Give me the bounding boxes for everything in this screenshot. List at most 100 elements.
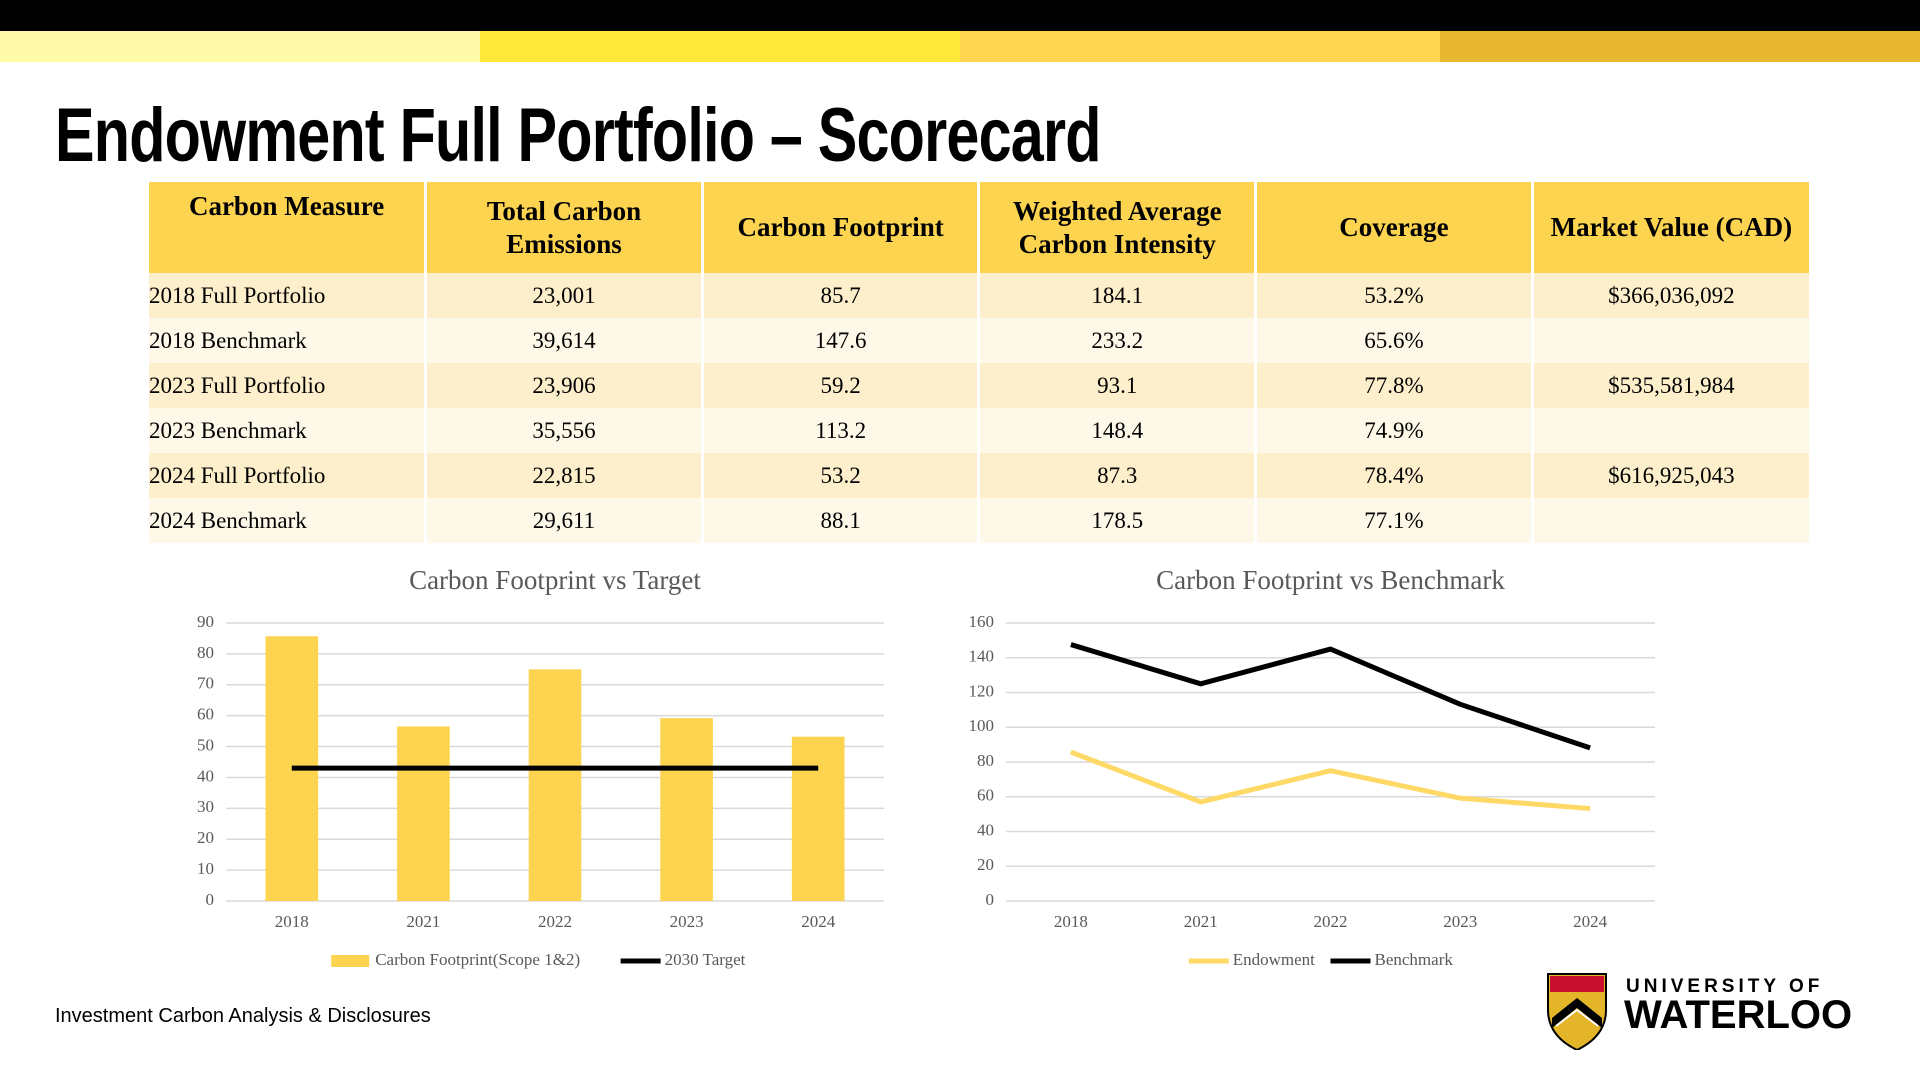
column-header: Carbon Footprint — [700, 182, 979, 273]
y-tick-label: 30 — [197, 797, 214, 816]
table-cell: $366,036,092 — [1530, 273, 1809, 318]
table-row: 2023 Benchmark 35,556 113.2 148.4 74.9% — [149, 408, 1809, 453]
x-tick-label: 2023 — [670, 912, 704, 931]
row-label: 2018 Benchmark — [149, 318, 426, 363]
table-cell: 87.3 — [977, 453, 1256, 498]
y-tick-label: 40 — [977, 820, 994, 839]
x-tick-label: 2024 — [801, 912, 836, 931]
y-tick-label: 120 — [969, 681, 995, 700]
table-cell: 113.2 — [700, 408, 979, 453]
table-cell: 77.8% — [1254, 363, 1533, 408]
x-tick-label: 2021 — [1184, 912, 1218, 931]
bar — [397, 726, 450, 901]
chart-title: Carbon Footprint vs Target — [409, 565, 701, 595]
x-tick-label: 2022 — [1314, 912, 1348, 931]
x-tick-label: 2018 — [1054, 912, 1088, 931]
row-label: 2018 Full Portfolio — [149, 273, 426, 318]
series-line — [1070, 749, 1591, 812]
top-bar — [0, 0, 1920, 31]
logo-shield — [1547, 973, 1607, 1050]
stripe-segment — [480, 31, 960, 62]
bar — [660, 718, 713, 901]
logo: UNIVERSITY OF WATERLOO — [1547, 973, 1852, 1050]
stripe-segment — [960, 31, 1440, 62]
table-cell: 23,906 — [424, 363, 703, 408]
table-cell: 178.5 — [977, 498, 1256, 543]
empty-cell — [1530, 318, 1809, 363]
y-tick-label: 0 — [986, 890, 995, 909]
row-label: 2023 Benchmark — [149, 408, 426, 453]
table-cell: 233.2 — [977, 318, 1256, 363]
table-cell: 148.4 — [977, 408, 1256, 453]
table-cell: $535,581,984 — [1530, 363, 1809, 408]
table-cell: 59.2 — [700, 363, 979, 408]
table-cell: $616,925,043 — [1530, 453, 1809, 498]
x-tick-label: 2021 — [406, 912, 440, 931]
y-tick-label: 80 — [977, 751, 994, 770]
table-cell: 29,611 — [424, 498, 703, 543]
column-header: Market Value (CAD) — [1530, 182, 1809, 273]
y-tick-label: 60 — [977, 786, 994, 805]
scorecard-table: Carbon Measure Total Carbon Emissions Carb… — [149, 182, 1809, 543]
column-header: Carbon Measure — [149, 182, 426, 273]
table-row: 2024 Benchmark 29,611 88.1 178.5 77.1% — [149, 498, 1809, 543]
chart-title: Carbon Footprint vs Benchmark — [1156, 565, 1505, 595]
footer-text: Investment Carbon Analysis & Disclosures — [55, 1005, 431, 1027]
table-row: 2018 Benchmark 39,614 147.6 233.2 65.6% — [149, 318, 1809, 363]
table-row: 2018 Full Portfolio 23,001 85.7 184.1 53.2% $… — [149, 273, 1809, 318]
y-tick-label: 160 — [969, 612, 995, 631]
logo-chevron — [1552, 998, 1602, 1028]
table-row: 2024 Full Portfolio 22,815 53.2 87.3 78.4% $6… — [149, 453, 1809, 498]
legend-label: Endowment — [1233, 950, 1315, 969]
row-label: 2024 Benchmark — [149, 498, 426, 543]
x-tick-label: 2023 — [1443, 912, 1477, 931]
slide-title: Endowment Full Portfolio – Scorecard — [55, 93, 1101, 178]
table-cell: 147.6 — [700, 318, 979, 363]
y-tick-label: 10 — [197, 859, 214, 878]
logo-line2: WATERLOO — [1624, 993, 1852, 1037]
table-cell: 53.2% — [1254, 273, 1533, 318]
series-line — [1070, 642, 1591, 751]
x-tick-label: 2022 — [538, 912, 572, 931]
y-tick-label: 100 — [969, 716, 995, 735]
y-tick-label: 60 — [197, 705, 214, 724]
x-tick-label: 2018 — [275, 912, 309, 931]
header-row: Carbon Measure Total Carbon Emissions Carb… — [149, 182, 1809, 273]
column-header: Weighted Average Carbon Intensity — [977, 182, 1256, 273]
logo-chevron-line — [1555, 1008, 1599, 1027]
table-cell: 65.6% — [1254, 318, 1533, 363]
table-cell: 78.4% — [1254, 453, 1533, 498]
y-tick-label: 20 — [197, 828, 214, 847]
table-cell: 93.1 — [977, 363, 1256, 408]
empty-cell — [1530, 408, 1809, 453]
table-cell: 22,815 — [424, 453, 703, 498]
y-tick-label: 40 — [197, 766, 214, 785]
y-tick-label: 50 — [197, 735, 214, 754]
y-tick-label: 140 — [969, 647, 995, 666]
y-tick-label: 80 — [197, 643, 214, 662]
table-cell: 74.9% — [1254, 408, 1533, 453]
empty-cell — [1530, 498, 1809, 543]
legend-label: Benchmark — [1375, 950, 1454, 969]
y-tick-label: 20 — [977, 855, 994, 874]
bar — [528, 669, 582, 901]
column-header: Coverage — [1254, 182, 1533, 273]
table-cell: 77.1% — [1254, 498, 1533, 543]
logo-line1: UNIVERSITY OF — [1626, 976, 1823, 997]
x-tick-label: 2024 — [1573, 912, 1608, 931]
table-cell: 39,614 — [424, 318, 703, 363]
table-cell: 184.1 — [977, 273, 1256, 318]
row-label: 2024 Full Portfolio — [149, 453, 426, 498]
stripe-segment — [1440, 31, 1920, 62]
table-cell: 23,001 — [424, 273, 703, 318]
table-cell: 35,556 — [424, 408, 703, 453]
column-header: Total Carbon Emissions — [424, 182, 703, 273]
y-tick-label: 70 — [197, 674, 214, 693]
legend-label: 2030 Target — [665, 950, 746, 969]
legend-swatch — [331, 955, 370, 967]
stripe-segment — [0, 31, 480, 62]
y-tick-label: 90 — [197, 612, 214, 631]
table-cell: 85.7 — [700, 273, 979, 318]
